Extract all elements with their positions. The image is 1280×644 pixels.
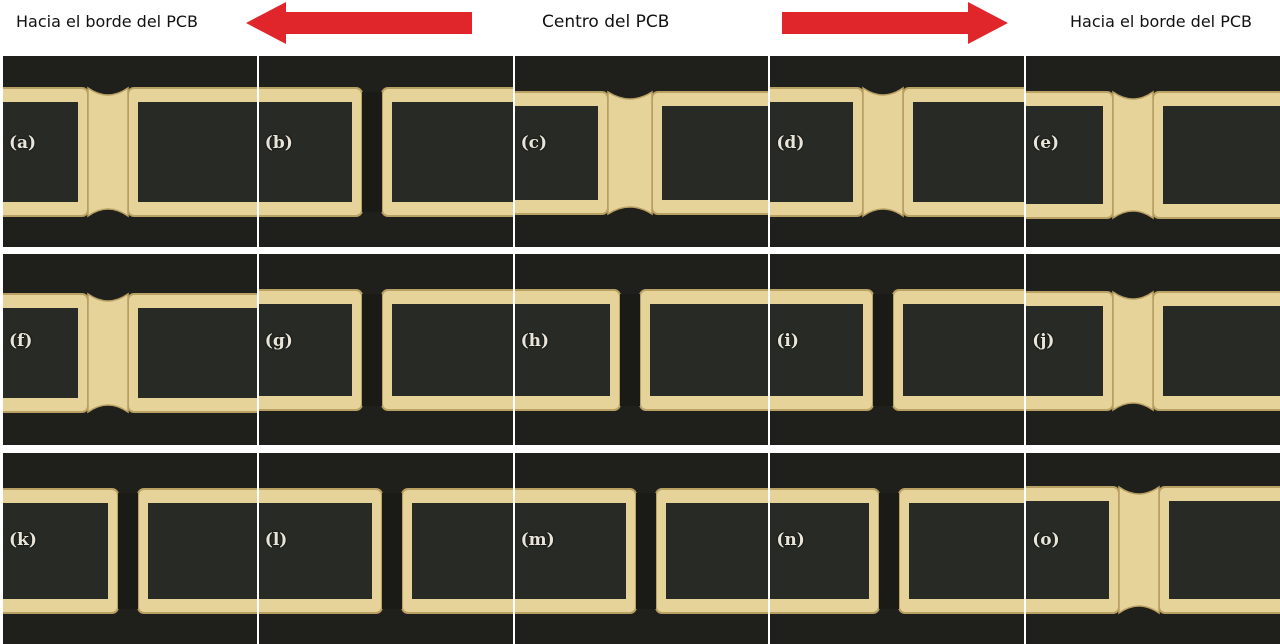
cross-section-image xyxy=(3,453,257,644)
panel-label: (e) xyxy=(1032,133,1060,153)
cross-section-image xyxy=(258,56,513,247)
panel-label: (c) xyxy=(520,133,548,153)
cross-section-image xyxy=(770,56,1025,247)
cross-section-image xyxy=(514,254,769,445)
panel-l: (l) xyxy=(258,453,513,644)
panel-e: (e) xyxy=(1026,56,1280,247)
panel-label: (k) xyxy=(9,530,37,550)
arrow-right-icon xyxy=(782,2,1008,44)
cross-section-image xyxy=(770,254,1025,445)
panel-c: (c) xyxy=(514,56,769,247)
cross-section-image xyxy=(3,254,257,445)
panel-f: (f) xyxy=(3,254,257,445)
panel-i: (i) xyxy=(770,254,1025,445)
panel-d: (d) xyxy=(770,56,1025,247)
panel-label: (b) xyxy=(264,133,293,153)
cross-section-image xyxy=(514,56,769,247)
cross-section-image xyxy=(1026,56,1280,247)
panel-b: (b) xyxy=(258,56,513,247)
arrow-left-icon xyxy=(246,2,472,44)
panel-label: (d) xyxy=(776,133,805,153)
panel-row-1: (a) (b) (c) (d) (e) xyxy=(3,56,1280,247)
panel-label: (h) xyxy=(520,331,550,351)
panel-label: (j) xyxy=(1032,331,1055,351)
cross-section-image xyxy=(258,453,513,644)
panel-o: (o) xyxy=(1026,453,1280,644)
cross-section-grid: (a) (b) (c) (d) (e) (f) (g) (h) (i) (j) … xyxy=(3,56,1280,644)
cross-section-image xyxy=(514,453,769,644)
panel-m: (m) xyxy=(514,453,769,644)
panel-label: (a) xyxy=(9,133,37,153)
panel-row-3: (k) (l) (m) (n) (o) xyxy=(3,453,1280,644)
panel-label: (f) xyxy=(9,331,33,351)
cross-section-image xyxy=(3,56,257,247)
panel-n: (n) xyxy=(770,453,1025,644)
cross-section-image xyxy=(1026,254,1280,445)
panel-g: (g) xyxy=(258,254,513,445)
header-center-label: Centro del PCB xyxy=(542,12,670,32)
panel-a: (a) xyxy=(3,56,257,247)
panel-h: (h) xyxy=(514,254,769,445)
panel-j: (j) xyxy=(1026,254,1280,445)
cross-section-image xyxy=(258,254,513,445)
panel-label: (l) xyxy=(264,530,288,550)
cross-section-image xyxy=(770,453,1025,644)
panel-k: (k) xyxy=(3,453,257,644)
panel-label: (m) xyxy=(520,530,555,550)
panel-label: (o) xyxy=(1032,530,1060,550)
header-left-label: Hacia el borde del PCB xyxy=(16,12,198,31)
panel-label: (n) xyxy=(776,530,805,550)
panel-label: (i) xyxy=(776,331,799,351)
header-right-label: Hacia el borde del PCB xyxy=(1070,12,1252,31)
panel-label: (g) xyxy=(264,331,293,351)
panel-row-2: (f) (g) (h) (i) (j) xyxy=(3,254,1280,445)
cross-section-image xyxy=(1026,453,1280,644)
